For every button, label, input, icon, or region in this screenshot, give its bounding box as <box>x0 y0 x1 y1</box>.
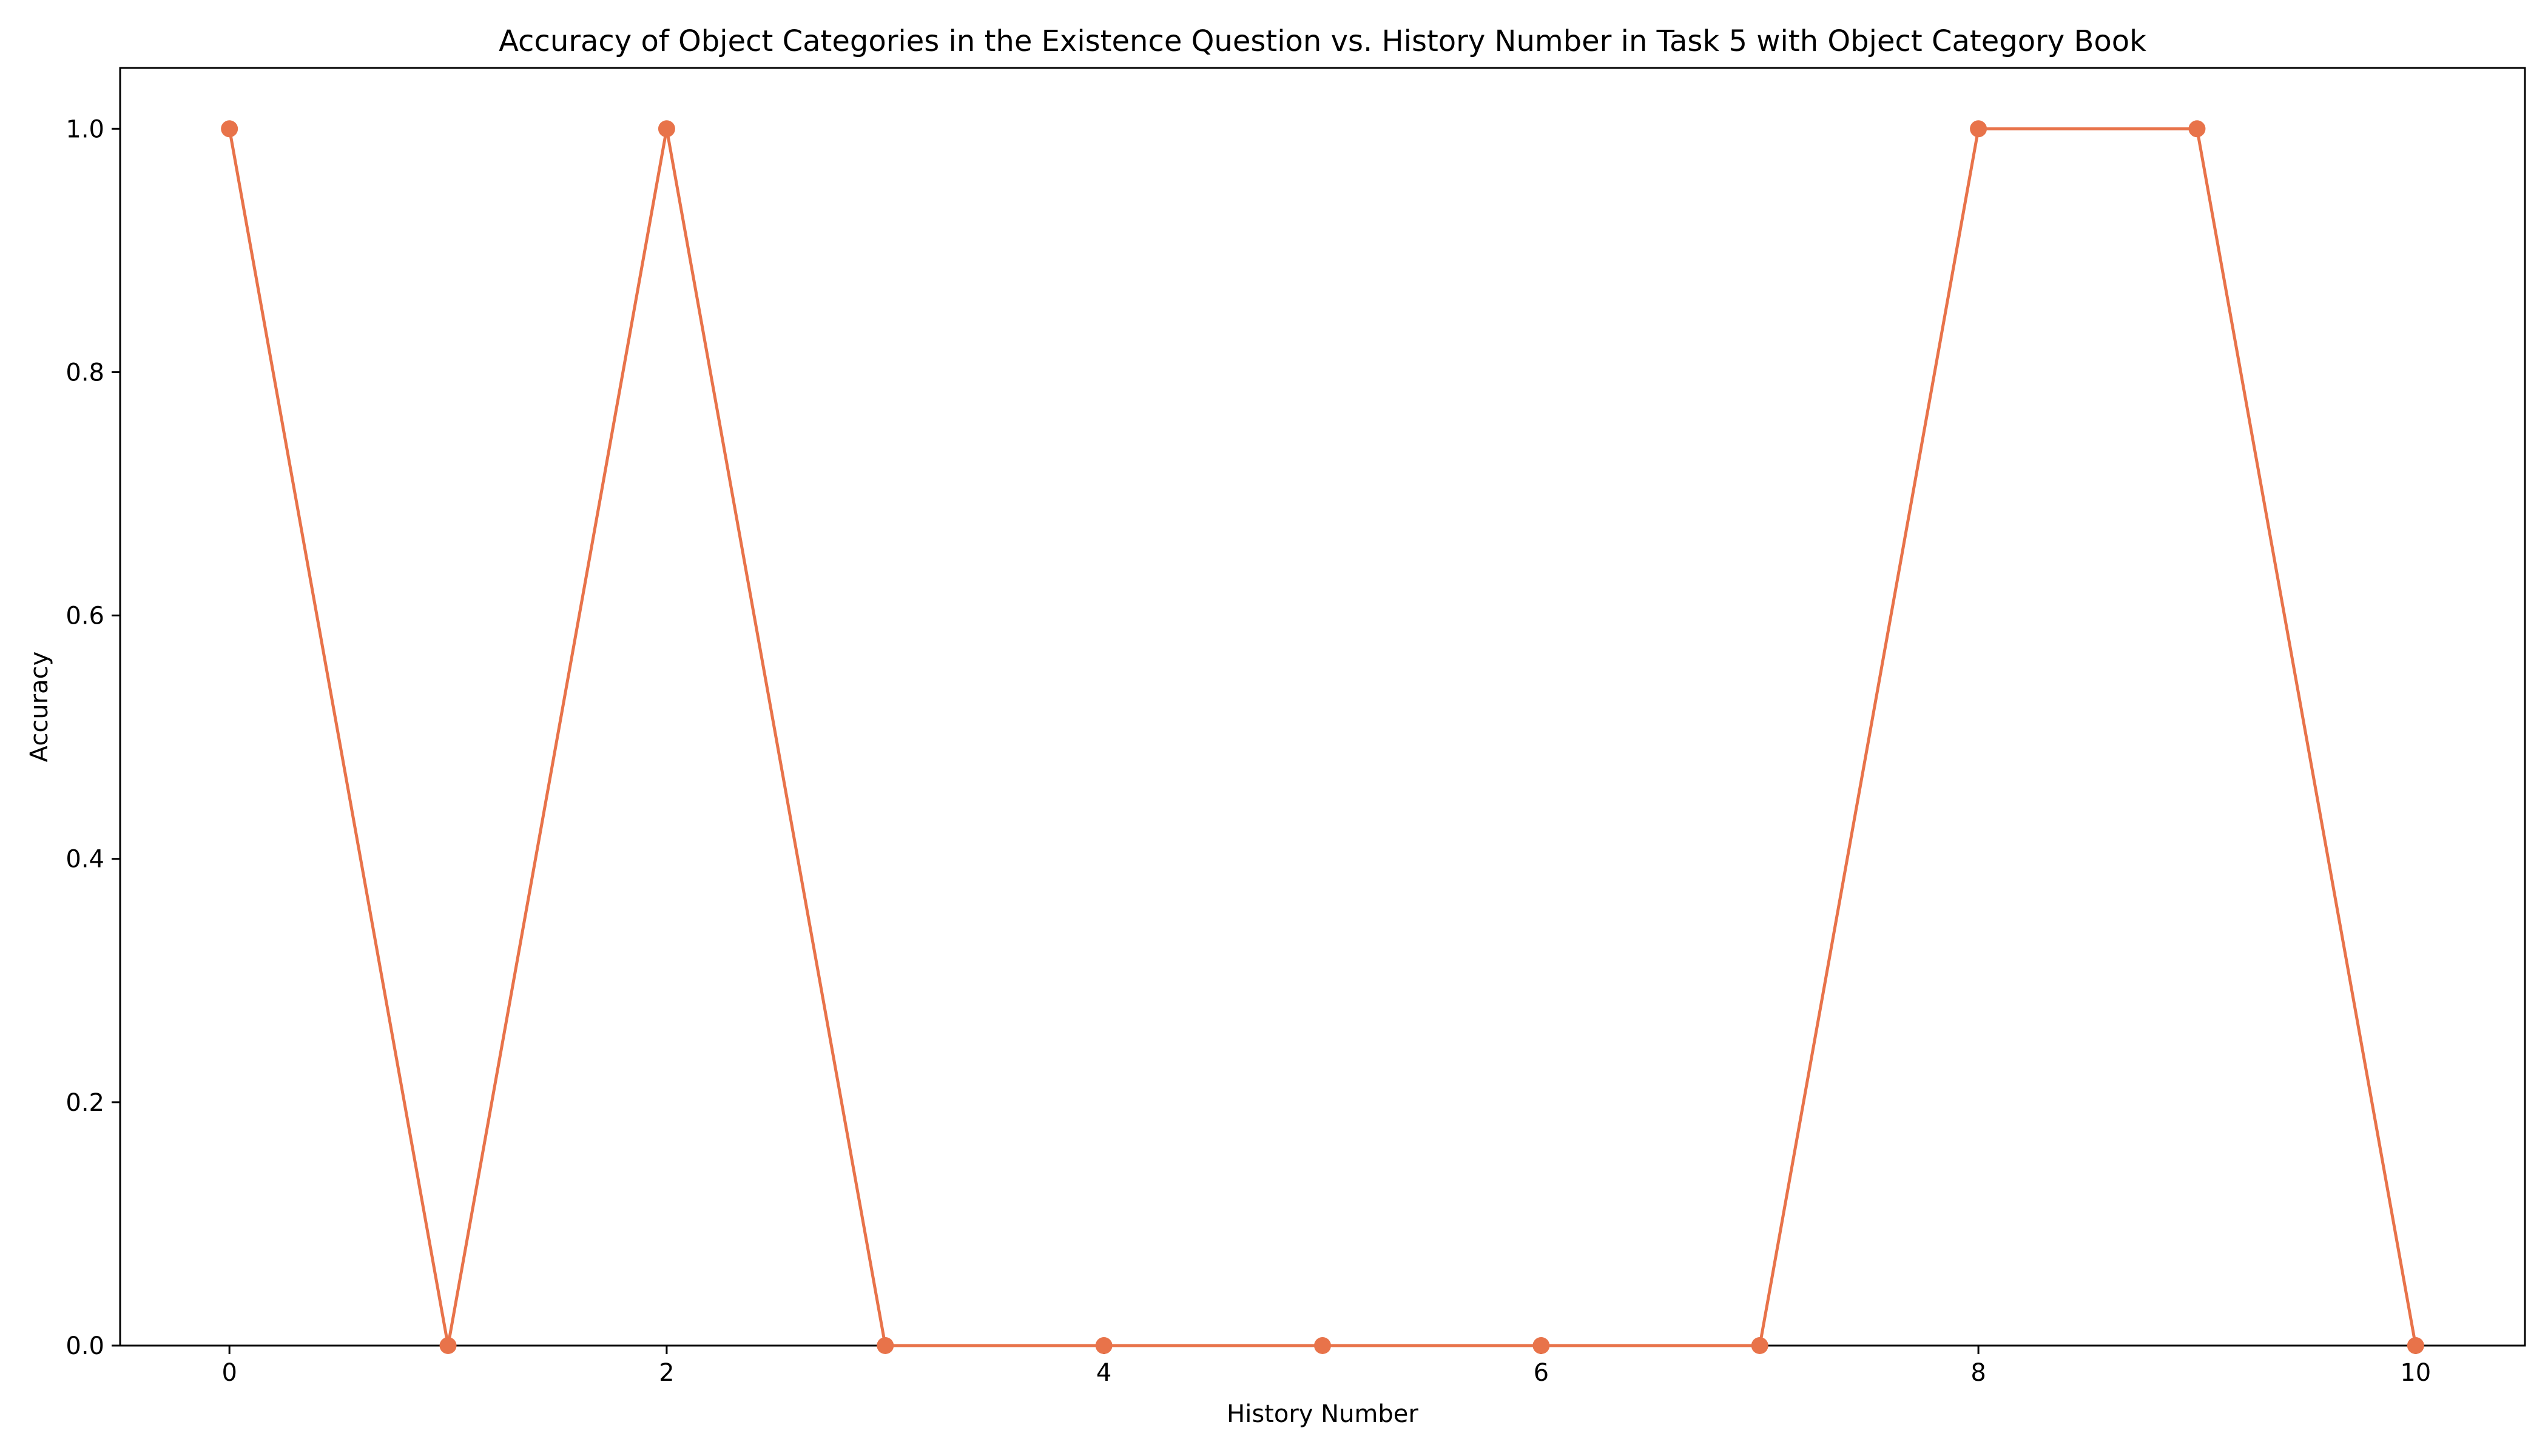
data-point <box>2188 120 2206 138</box>
y-tick-label: 0.4 <box>66 846 104 874</box>
data-point <box>658 120 675 138</box>
y-tick-label: 0.2 <box>66 1089 104 1117</box>
data-point <box>877 1337 894 1354</box>
x-tick-label: 10 <box>2400 1359 2431 1387</box>
series-layer <box>221 120 2424 1354</box>
plot-frame <box>119 67 2526 1347</box>
data-point <box>1532 1337 1550 1354</box>
y-tick-label: 0.6 <box>66 602 104 630</box>
data-point <box>1970 120 1987 138</box>
x-tick-label: 4 <box>1096 1359 1111 1387</box>
x-tick-label: 2 <box>659 1359 674 1387</box>
x-tick-label: 6 <box>1534 1359 1549 1387</box>
data-point <box>221 120 238 138</box>
x-axis-label: History Number <box>1227 1400 1418 1428</box>
x-tick-label: 0 <box>221 1359 237 1387</box>
series-line <box>228 127 2418 1347</box>
data-point <box>439 1337 457 1354</box>
y-tick-label: 1.0 <box>66 115 104 143</box>
y-tick-label: 0.0 <box>66 1332 104 1360</box>
data-point <box>1751 1337 1768 1354</box>
chart-title: Accuracy of Object Categories in the Exi… <box>499 24 2146 58</box>
y-axis-ticks: 0.0 0.2 0.4 0.6 0.8 1.0 <box>66 115 120 1360</box>
x-tick-label: 8 <box>1970 1359 1986 1387</box>
y-tick-label: 0.8 <box>66 359 104 386</box>
data-point <box>1095 1337 1113 1354</box>
data-point <box>1314 1337 1331 1354</box>
y-axis-label: Accuracy <box>25 652 53 763</box>
data-point <box>2407 1337 2424 1354</box>
